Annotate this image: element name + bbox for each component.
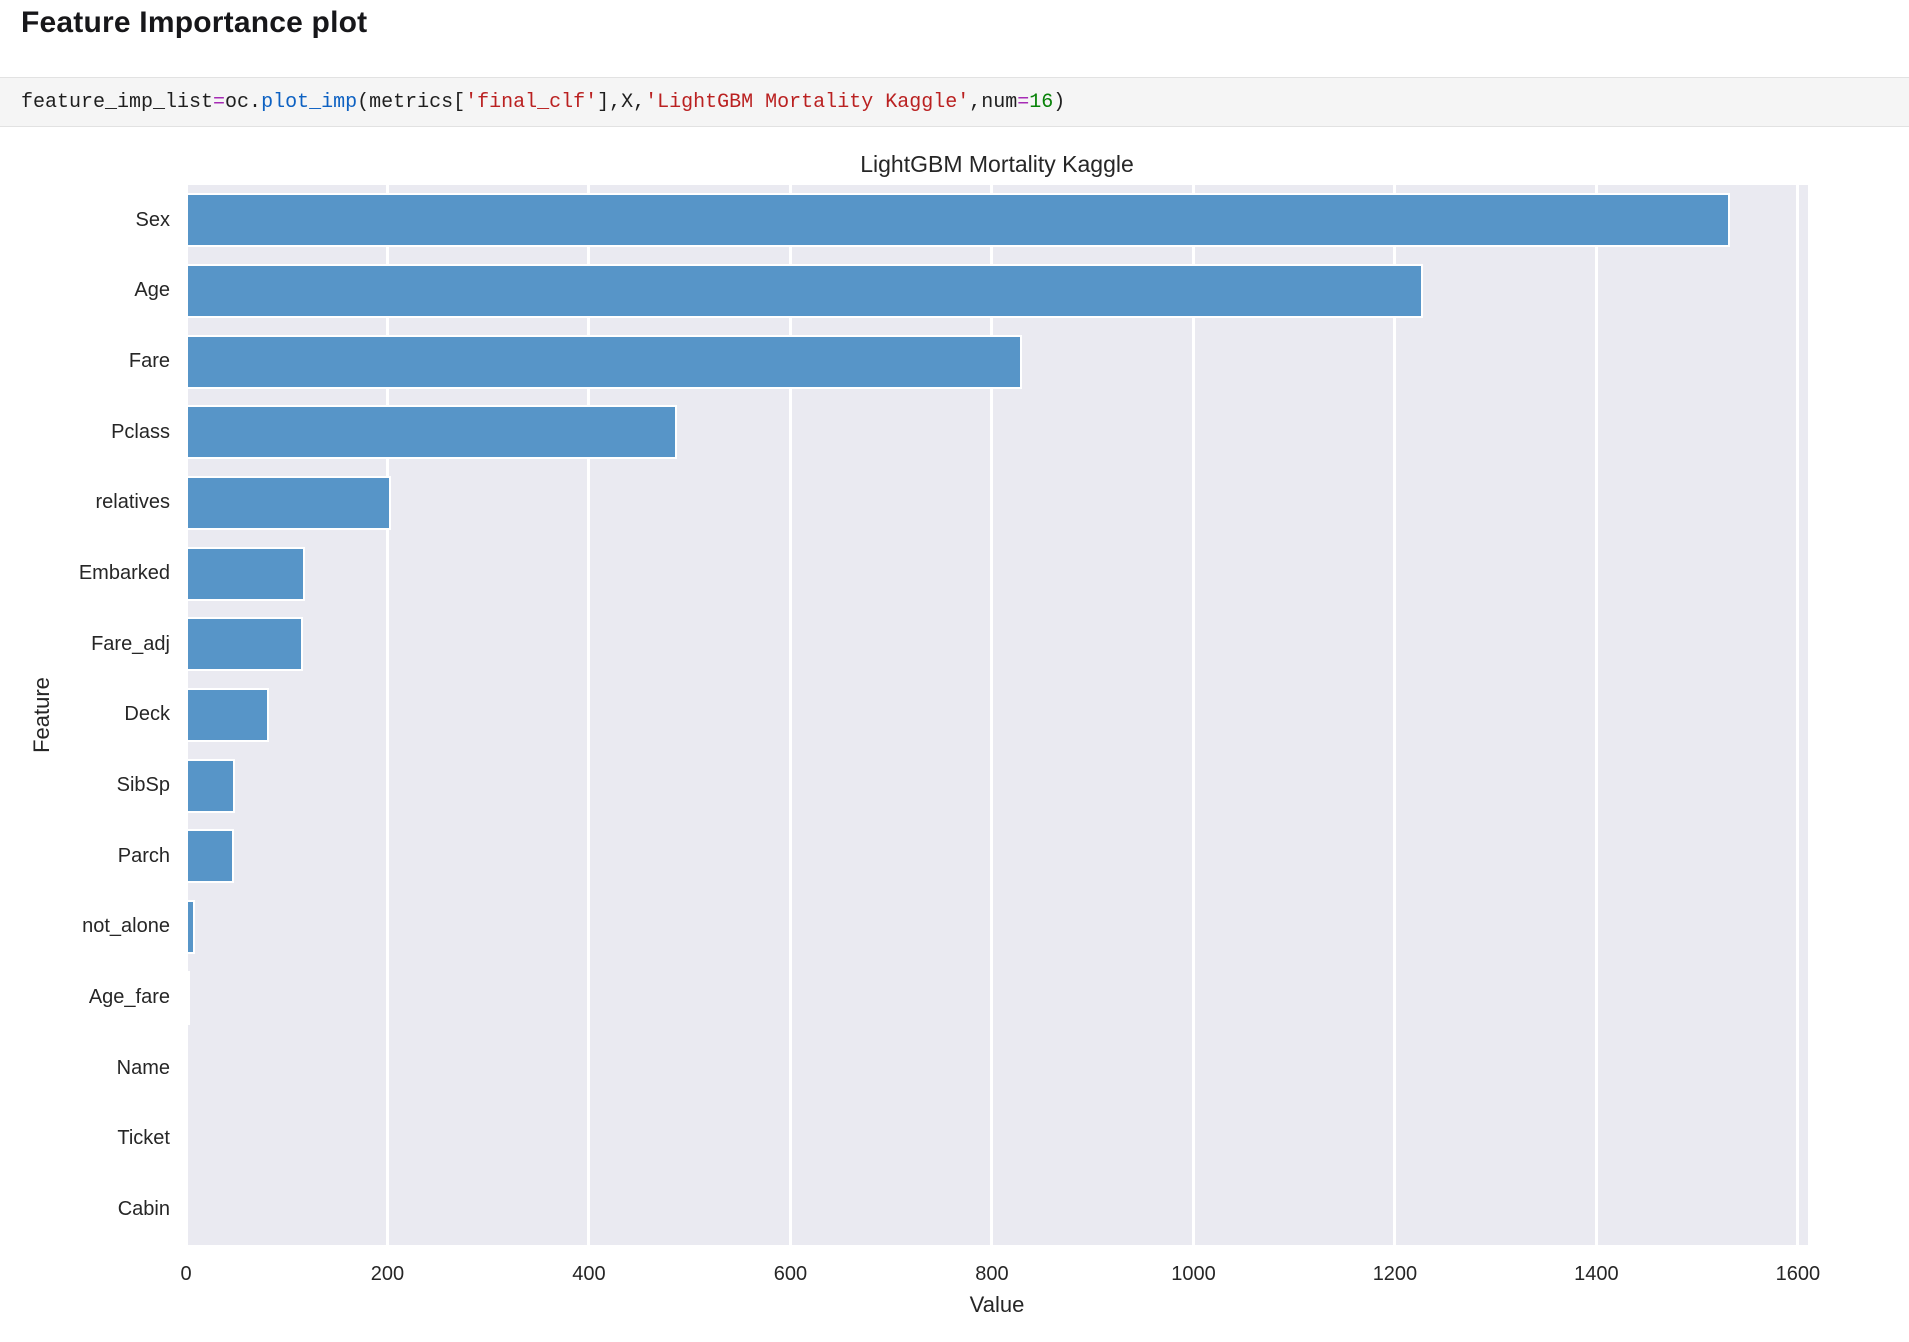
x-tick-label: 1600 xyxy=(1775,1263,1821,1285)
bar-Sex xyxy=(186,193,1731,248)
x-tick-labels: 0 200 400 600 800 1000 1200 1400 1600 xyxy=(180,1263,1820,1289)
code-token: oc. xyxy=(225,90,262,114)
gridline xyxy=(788,185,792,1245)
code-token: 'final_clf' xyxy=(465,90,598,114)
y-tick-label: Age xyxy=(134,279,170,302)
x-tick-label: 400 xyxy=(572,1263,606,1285)
page-title: Feature Importance plot xyxy=(21,6,368,39)
y-tick-label: Fare_adj xyxy=(91,632,170,655)
bar-relatives xyxy=(186,476,391,530)
y-tick-label: not_alone xyxy=(82,915,170,938)
x-tick-label: 1200 xyxy=(1372,1263,1418,1285)
bar-Parch xyxy=(186,829,235,884)
code-token: ],X, xyxy=(597,90,646,114)
gridline xyxy=(1594,185,1598,1245)
y-tick-label: SibSp xyxy=(116,774,170,797)
code-token: = xyxy=(1017,90,1030,114)
gridline xyxy=(587,185,591,1245)
y-tick-label: Pclass xyxy=(111,420,170,443)
code-token: = xyxy=(213,90,226,114)
code-cell[interactable]: feature_imp_list=oc.plot_imp(metrics['fi… xyxy=(0,77,1909,127)
gridline xyxy=(1796,185,1800,1245)
bar-SibSp xyxy=(186,758,236,813)
code-token: 16 xyxy=(1029,90,1054,114)
gridline xyxy=(1191,185,1195,1245)
y-tick-label: Fare xyxy=(128,350,170,373)
feature-importance-chart: LightGBM Mortality Kaggle Feature Sex Age… xyxy=(0,127,1909,1342)
x-tick-label: 800 xyxy=(975,1263,1009,1285)
gridline xyxy=(1393,185,1397,1245)
y-tick-label: Cabin xyxy=(117,1198,170,1221)
bar-not_alone xyxy=(186,900,196,954)
code-line: feature_imp_list=oc.plot_imp(metrics['fi… xyxy=(21,91,1065,114)
y-tick-label: Parch xyxy=(117,844,170,867)
x-axis-label: Value xyxy=(969,1292,1025,1317)
chart-title: LightGBM Mortality Kaggle xyxy=(860,151,1134,177)
code-token: 'LightGBM Mortality Kaggle' xyxy=(645,90,970,114)
gridline xyxy=(385,185,389,1245)
bar-Pclass xyxy=(186,405,677,460)
x-tick-label: 600 xyxy=(773,1263,808,1285)
y-tick-label: Embarked xyxy=(78,562,170,585)
bar-Age_fare xyxy=(186,970,190,1025)
bar-Age xyxy=(186,264,1424,318)
y-tick-label: Ticket xyxy=(117,1127,170,1150)
x-tick-label: 0 xyxy=(180,1263,192,1285)
y-tick-label: Age_fare xyxy=(88,986,170,1009)
code-token: feature_imp_list xyxy=(21,90,214,114)
y-tick-label: Deck xyxy=(124,703,170,726)
code-token: plot_imp xyxy=(261,90,358,114)
x-tick-label: 200 xyxy=(370,1263,405,1285)
bar-Fare_adj xyxy=(186,617,303,672)
y-tick-label: Name xyxy=(116,1056,170,1079)
plot-area xyxy=(186,185,1808,1245)
y-tick-label: Sex xyxy=(135,208,170,231)
bar-Fare xyxy=(186,334,1023,389)
x-tick-label: 1000 xyxy=(1171,1263,1216,1285)
bar-Embarked xyxy=(186,546,305,601)
code-token: (metrics[ xyxy=(357,90,466,114)
bar-Deck xyxy=(186,688,269,742)
code-token: ) xyxy=(1053,90,1066,114)
x-tick-label: 1400 xyxy=(1574,1263,1619,1285)
y-tick-labels: Sex Age Fare Pclass relatives Embarked Fare_ad… xyxy=(0,185,172,1245)
y-tick-label: relatives xyxy=(95,491,170,514)
code-token: ,num xyxy=(969,90,1018,114)
gridline xyxy=(990,185,994,1245)
